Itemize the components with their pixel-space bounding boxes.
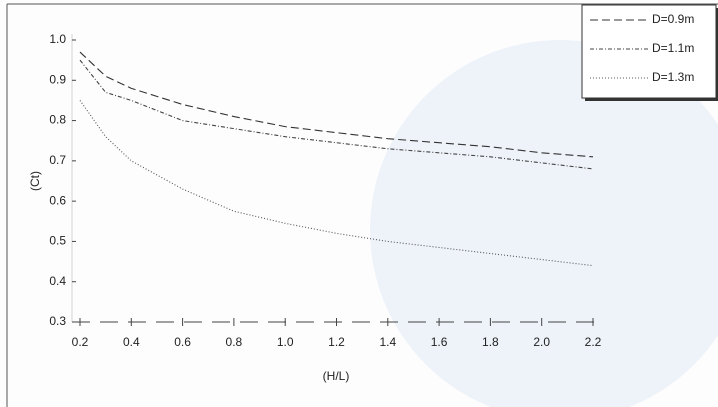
x-tick-label: 1.4 — [379, 335, 396, 349]
x-tick-label: 0.4 — [123, 335, 140, 349]
legend — [582, 5, 716, 98]
legend-label: D=1.3m — [652, 70, 694, 84]
x-axis-label: (H/L) — [323, 369, 350, 383]
y-tick-label: 0.9 — [49, 72, 66, 86]
y-tick-label: 0.3 — [49, 314, 66, 328]
chart: (Ct) (H/L) 0.3 0.4 0.5 0.6 0.7 0.8 0.9 1.0 0.2 0.… — [0, 0, 718, 407]
x-tick-label: 0.2 — [72, 335, 89, 349]
x-tick-label: 0.6 — [174, 335, 191, 349]
x-tick-label: 2.0 — [533, 335, 550, 349]
x-tick-label: 1.6 — [431, 335, 448, 349]
x-tick-label: 1.0 — [277, 335, 294, 349]
x-tick-label: 2.2 — [585, 335, 602, 349]
y-tick-label: 0.4 — [49, 274, 66, 288]
legend-label: D=1.1m — [652, 41, 694, 55]
x-tick-label: 0.8 — [226, 335, 243, 349]
page: {"chart_data": {"type": "line", "x_label… — [0, 0, 718, 407]
y-tick-label: 1.0 — [49, 32, 66, 46]
x-tick-label: 1.8 — [482, 335, 499, 349]
y-axis-label: (Ct) — [28, 171, 42, 191]
legend-label: D=0.9m — [652, 12, 694, 26]
y-tick-label: 0.5 — [49, 234, 66, 248]
y-tick-label: 0.7 — [49, 153, 66, 167]
y-tick-label: 0.8 — [49, 113, 66, 127]
x-tick-label: 1.2 — [328, 335, 345, 349]
y-tick-label: 0.6 — [49, 193, 66, 207]
